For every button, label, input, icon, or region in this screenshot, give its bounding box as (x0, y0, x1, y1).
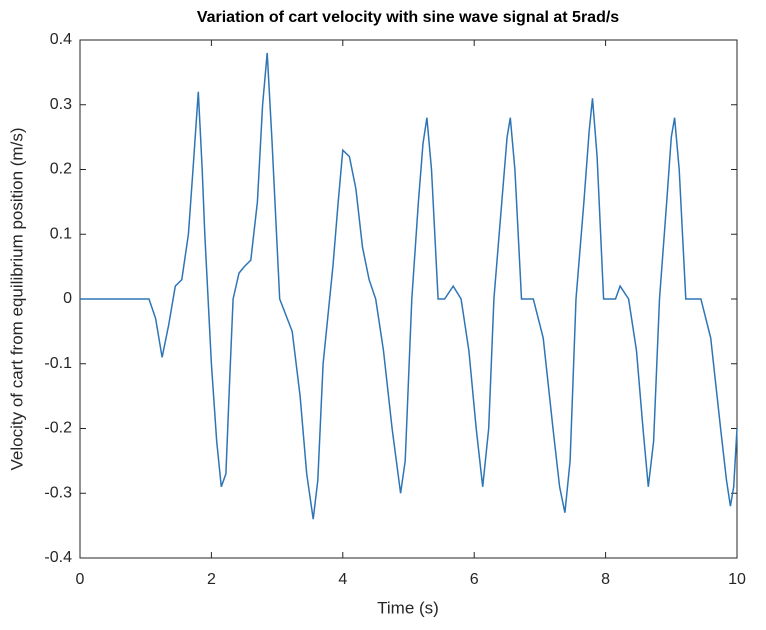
y-tick-label: 0.1 (50, 225, 72, 242)
y-tick-label: 0.4 (50, 31, 72, 48)
x-tick-label: 10 (728, 571, 746, 588)
x-axis-label: Time (s) (377, 598, 439, 617)
data-line (80, 52, 738, 520)
x-tick-label: 8 (601, 571, 610, 588)
x-tick-label: 2 (207, 571, 216, 588)
y-axis-label: Velocity of cart from equilibrium positi… (7, 128, 26, 471)
y-tick-label: 0.3 (50, 96, 72, 113)
chart-title: Variation of cart velocity with sine wav… (197, 9, 619, 26)
x-tick-label: 6 (470, 571, 479, 588)
y-tick-label: -0.2 (44, 420, 72, 437)
y-tick-label: 0.2 (50, 161, 72, 178)
y-tick-label: -0.1 (44, 355, 72, 372)
y-tick-label: -0.4 (44, 549, 72, 566)
y-tick-label: -0.3 (44, 484, 72, 501)
x-tick-label: 4 (338, 571, 347, 588)
y-tick-label: 0 (63, 290, 72, 307)
x-tick-label: 0 (76, 571, 85, 588)
axes-box (79, 39, 738, 559)
